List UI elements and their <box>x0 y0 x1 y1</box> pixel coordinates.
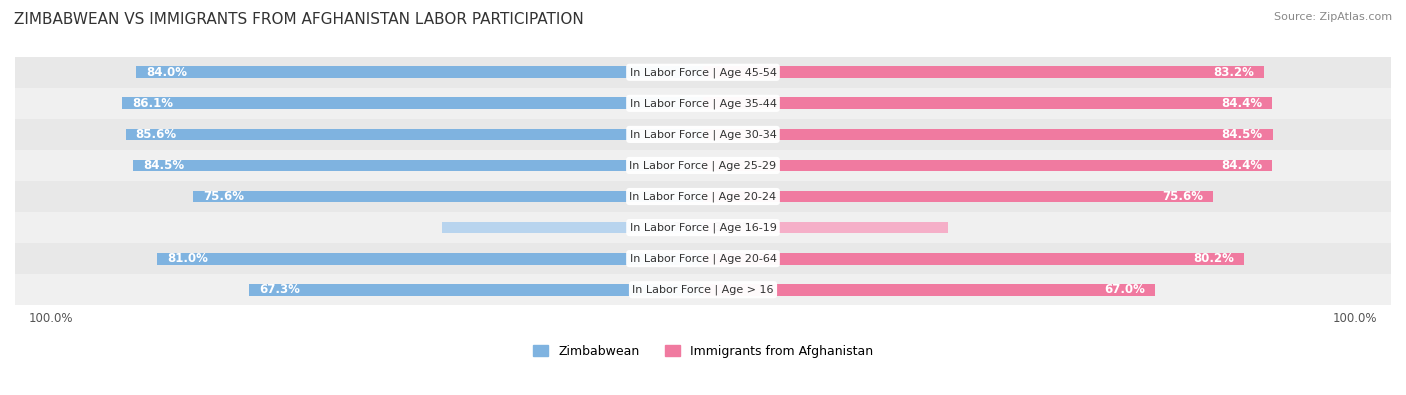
Text: 86.1%: 86.1% <box>132 97 173 110</box>
Bar <box>0 150 1406 181</box>
Bar <box>156 253 703 265</box>
Text: 38.7%: 38.7% <box>652 221 693 234</box>
Bar <box>0 181 1406 212</box>
Bar <box>0 274 1406 305</box>
Bar <box>122 98 703 109</box>
Text: In Labor Force | Age 35-44: In Labor Force | Age 35-44 <box>630 98 776 109</box>
Bar <box>703 222 948 233</box>
Text: 85.6%: 85.6% <box>136 128 177 141</box>
Text: In Labor Force | Age 16-19: In Labor Force | Age 16-19 <box>630 222 776 233</box>
Bar <box>703 191 1213 202</box>
Bar <box>136 66 703 78</box>
Text: 36.3%: 36.3% <box>713 221 754 234</box>
Bar <box>0 119 1406 150</box>
Text: 84.5%: 84.5% <box>1222 128 1263 141</box>
Bar <box>703 98 1272 109</box>
Bar <box>0 88 1406 119</box>
Text: 84.4%: 84.4% <box>1220 97 1263 110</box>
Bar <box>134 160 703 171</box>
Bar <box>703 284 1154 295</box>
Bar <box>441 222 703 233</box>
Text: 81.0%: 81.0% <box>167 252 208 265</box>
Text: 84.5%: 84.5% <box>143 159 184 172</box>
Text: 84.0%: 84.0% <box>146 66 187 79</box>
Bar <box>703 66 1264 78</box>
Bar <box>703 253 1244 265</box>
Bar <box>0 57 1406 88</box>
Bar <box>0 243 1406 274</box>
Bar <box>249 284 703 295</box>
Bar <box>125 128 703 140</box>
Text: In Labor Force | Age 20-24: In Labor Force | Age 20-24 <box>630 191 776 202</box>
Bar <box>703 128 1272 140</box>
Bar <box>0 212 1406 243</box>
Text: 67.3%: 67.3% <box>259 283 299 296</box>
Text: 83.2%: 83.2% <box>1213 66 1254 79</box>
Text: 75.6%: 75.6% <box>1161 190 1202 203</box>
Legend: Zimbabwean, Immigrants from Afghanistan: Zimbabwean, Immigrants from Afghanistan <box>529 340 877 363</box>
Text: In Labor Force | Age > 16: In Labor Force | Age > 16 <box>633 284 773 295</box>
Text: 100.0%: 100.0% <box>28 312 73 325</box>
Text: 84.4%: 84.4% <box>1220 159 1263 172</box>
Text: In Labor Force | Age 25-29: In Labor Force | Age 25-29 <box>630 160 776 171</box>
Bar <box>193 191 703 202</box>
Text: 80.2%: 80.2% <box>1192 252 1234 265</box>
Text: In Labor Force | Age 30-34: In Labor Force | Age 30-34 <box>630 129 776 140</box>
Text: Source: ZipAtlas.com: Source: ZipAtlas.com <box>1274 12 1392 22</box>
Bar <box>703 160 1272 171</box>
Text: In Labor Force | Age 20-64: In Labor Force | Age 20-64 <box>630 253 776 264</box>
Text: 67.0%: 67.0% <box>1104 283 1144 296</box>
Text: In Labor Force | Age 45-54: In Labor Force | Age 45-54 <box>630 67 776 77</box>
Text: 75.6%: 75.6% <box>204 190 245 203</box>
Text: ZIMBABWEAN VS IMMIGRANTS FROM AFGHANISTAN LABOR PARTICIPATION: ZIMBABWEAN VS IMMIGRANTS FROM AFGHANISTA… <box>14 12 583 27</box>
Text: 100.0%: 100.0% <box>1333 312 1378 325</box>
